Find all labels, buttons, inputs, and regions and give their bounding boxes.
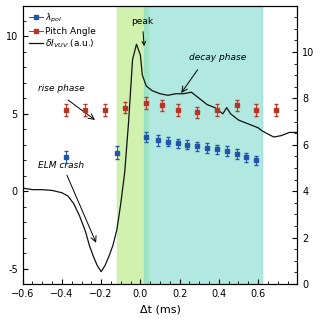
Text: ELM crash: ELM crash bbox=[38, 161, 84, 170]
Legend: $\lambda_{pol}$, Pitch Angle, $\delta I_{VUV}$ (a.u.): $\lambda_{pol}$, Pitch Angle, $\delta I_… bbox=[27, 10, 98, 52]
Text: decay phase: decay phase bbox=[189, 53, 247, 62]
Bar bbox=[117, 5, 148, 284]
X-axis label: Δt (ms): Δt (ms) bbox=[140, 304, 180, 315]
Bar bbox=[144, 5, 262, 284]
Text: rise phase: rise phase bbox=[38, 84, 85, 93]
Text: peak: peak bbox=[131, 17, 153, 45]
